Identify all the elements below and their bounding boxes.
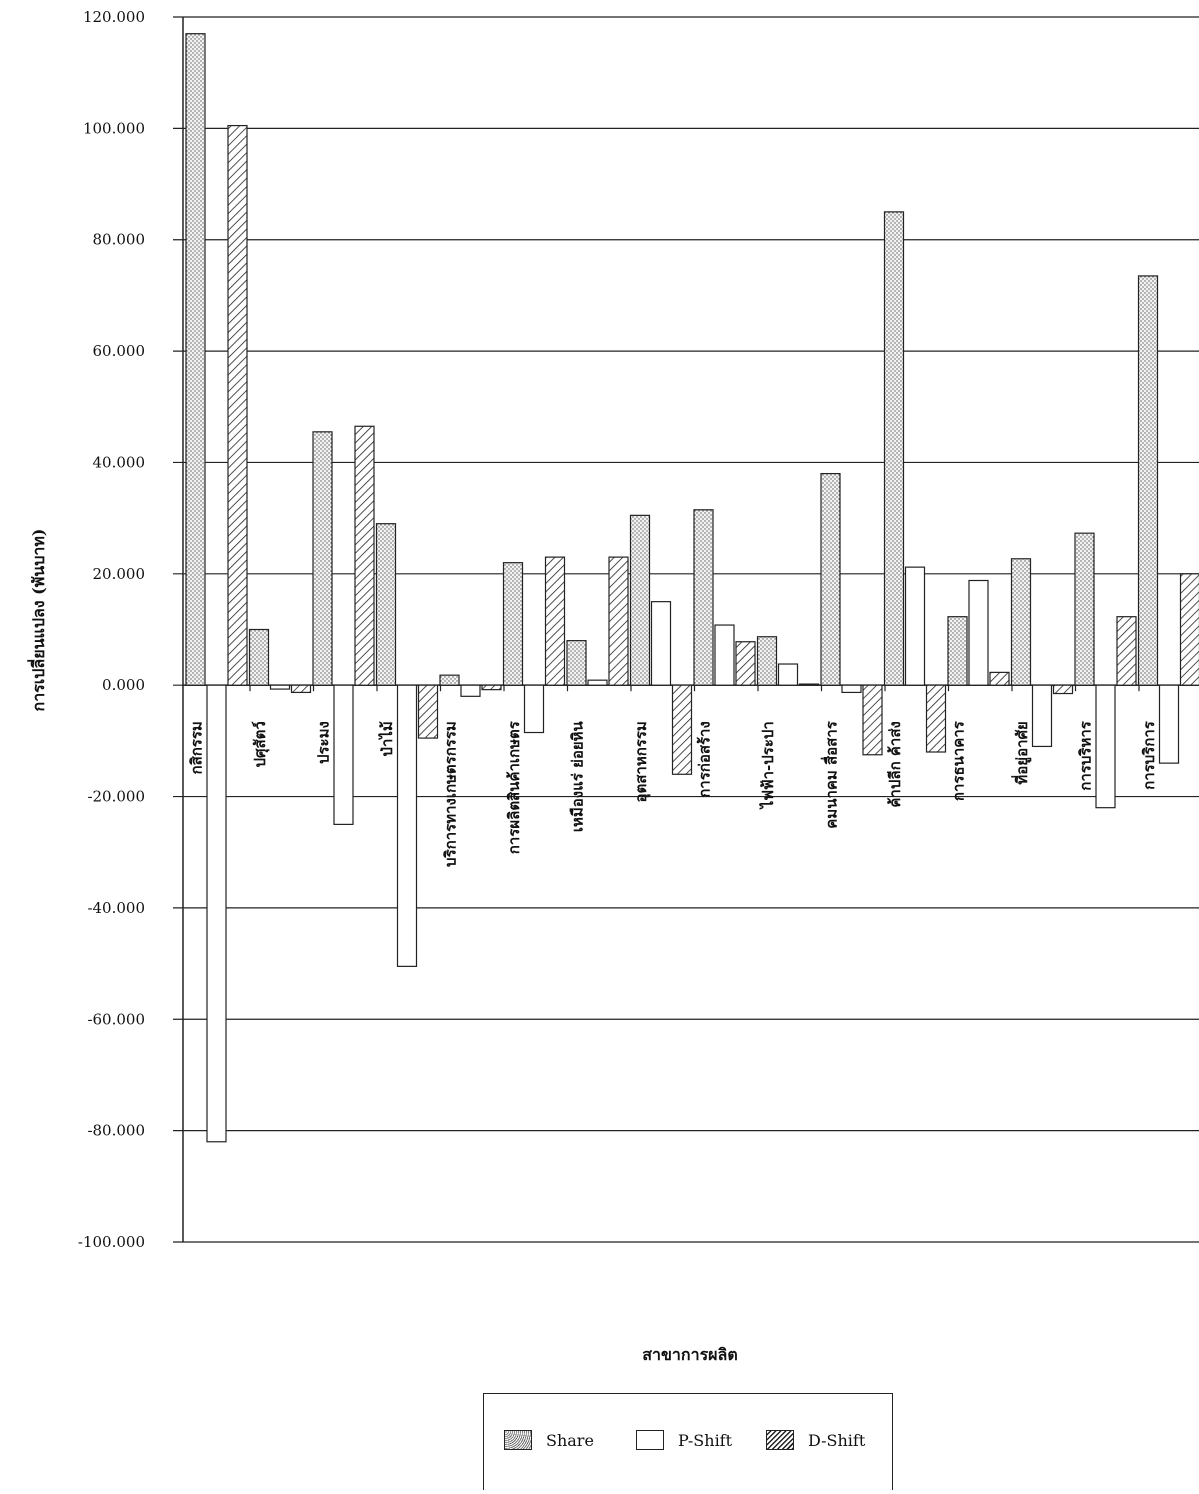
category-label: บริการทางเกษตรกรรม (442, 721, 460, 867)
bar-d-shift (736, 642, 755, 685)
category-label: ประมง (315, 721, 333, 764)
bar-share (1139, 276, 1158, 685)
bar-p-shift (588, 680, 607, 685)
bar-d-shift (1181, 574, 1199, 685)
bar-share (440, 675, 459, 685)
bar-share (250, 630, 269, 686)
y-tick-label: -100.000 (78, 1233, 145, 1251)
bar-share (313, 432, 332, 685)
bar-p-shift (271, 685, 290, 689)
bar-d-shift (482, 685, 501, 689)
category-label: การผลิตสินค้าเกษตร (505, 720, 523, 854)
bar-p-shift (398, 685, 417, 966)
category-label: ปศุสัตว์ (251, 721, 270, 767)
bar-share (885, 212, 904, 685)
bar-p-shift (779, 664, 798, 685)
y-tick-label: -40.000 (87, 899, 145, 917)
bar-share (567, 641, 586, 686)
bar-d-shift (863, 685, 882, 755)
y-axis-label: การเปลี่ยนแปลง (พันบาท) (27, 529, 48, 712)
bar-d-shift (228, 126, 247, 686)
bar-share (1075, 533, 1094, 685)
y-tick-label: -20.000 (87, 788, 145, 806)
bar-p-shift (334, 685, 353, 824)
bar-d-shift (355, 426, 374, 685)
legend-label-p-shift: P-Shift (678, 1431, 732, 1450)
category-label: ค้าปลีก ค้าส่ง (886, 721, 904, 807)
y-tick-label: 120.000 (83, 8, 145, 26)
category-label: การก่อสร้าง (696, 721, 714, 798)
legend-label-d-shift: D-Shift (808, 1431, 865, 1450)
legend-item-d-shift: D-Shift (766, 1430, 865, 1450)
bar-p-shift (652, 602, 671, 686)
bar-p-shift (1160, 685, 1179, 763)
bar-share (821, 474, 840, 686)
legend: Share P-Shift D-Shift (483, 1393, 893, 1490)
bar-d-shift (609, 557, 628, 685)
bar-share (694, 510, 713, 685)
y-tick-label: -60.000 (87, 1010, 145, 1028)
bar-p-shift (969, 581, 988, 686)
bar-p-shift (715, 625, 734, 685)
y-tick-label: 100.000 (83, 119, 145, 137)
category-label: คมนาคม สื่อสาร (821, 720, 841, 828)
bar-d-shift (292, 685, 311, 692)
legend-swatch-share (504, 1430, 532, 1450)
y-tick-label: 20.000 (93, 565, 146, 583)
category-label: ไฟฟ้า-ประปา (758, 721, 777, 810)
bar-share (377, 524, 396, 685)
category-label: ที่อยู่อาศัย (1011, 721, 1032, 784)
bar-share (631, 515, 650, 685)
y-tick-label: 60.000 (93, 342, 146, 360)
bar-p-shift (1033, 685, 1052, 746)
bar-p-shift (906, 567, 925, 685)
bar-p-shift (461, 685, 480, 696)
category-label: กสิกรรม (188, 721, 206, 774)
category-label: เหมืองแร่ ย่อยหิน (569, 720, 587, 832)
bar-p-shift (207, 685, 226, 1142)
legend-swatch-d-shift (766, 1430, 794, 1450)
legend-item-share: Share (504, 1430, 594, 1450)
bar-share (186, 34, 205, 685)
legend-label-share: Share (546, 1431, 594, 1450)
y-tick-label: 40.000 (93, 453, 146, 471)
bar-share (1012, 559, 1031, 685)
x-axis-label: สาขาการผลิต (642, 1345, 738, 1364)
bar-d-shift (1054, 685, 1073, 693)
y-tick-label: 80.000 (93, 231, 146, 249)
category-label: อุตสาหกรรม (632, 721, 651, 802)
bar-p-shift (1096, 685, 1115, 808)
legend-item-p-shift: P-Shift (636, 1430, 732, 1450)
bar-share (504, 563, 523, 686)
bar-d-shift (927, 685, 946, 752)
bar-share (758, 637, 777, 685)
category-label: การบริการ (1140, 720, 1158, 790)
category-label: การธนาคาร (950, 720, 968, 801)
bar-d-shift (1117, 617, 1136, 685)
category-label: ป่าไม้ (377, 721, 396, 756)
bar-p-shift (525, 685, 544, 732)
bar-d-shift (800, 684, 819, 685)
bar-share (948, 617, 967, 685)
bar-d-shift (546, 557, 565, 685)
category-label: การบริหาร (1077, 720, 1095, 790)
legend-swatch-p-shift (636, 1430, 664, 1450)
bar-d-shift (673, 685, 692, 774)
y-tick-label: -80.000 (87, 1122, 145, 1140)
bar-d-shift (419, 685, 438, 738)
bar-d-shift (990, 672, 1009, 685)
bar-p-shift (842, 685, 861, 692)
y-tick-label: 0.000 (102, 676, 145, 694)
